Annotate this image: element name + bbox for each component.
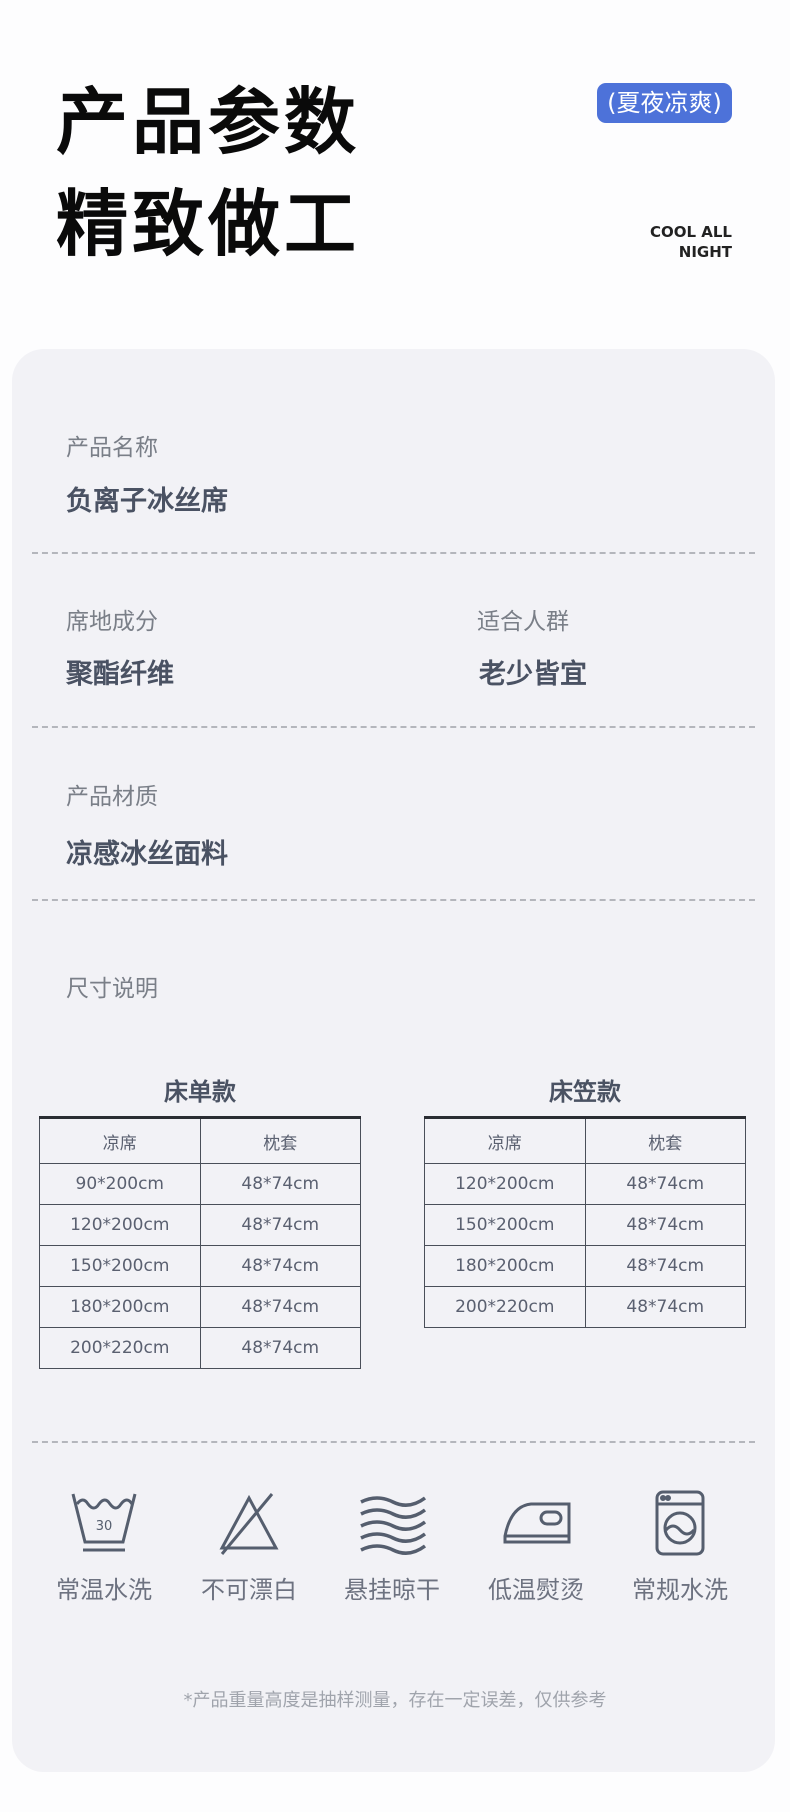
table-row: 200*220cm 48*74cm <box>39 1327 361 1369</box>
summer-badge: (夏夜凉爽) <box>597 83 732 123</box>
low-iron-icon <box>503 1502 571 1544</box>
table-row: 120*200cm 48*74cm <box>424 1163 746 1205</box>
cell: 90*200cm <box>39 1163 201 1205</box>
size-label: 尺寸说明 <box>66 976 158 1002</box>
material-label: 产品材质 <box>66 784 158 810</box>
composition-label: 席地成分 <box>66 609 158 635</box>
cell: 200*220cm <box>39 1327 201 1369</box>
cell: 180*200cm <box>424 1245 586 1287</box>
cell: 150*200cm <box>424 1204 586 1246</box>
divider <box>32 899 755 901</box>
cell: 48*74cm <box>584 1245 746 1287</box>
divider <box>32 552 755 554</box>
care-label: 低温熨烫 <box>488 1576 584 1604</box>
cell: 48*74cm <box>199 1204 361 1246</box>
care-item-wash: 30 常温水洗 <box>39 1490 169 1605</box>
cell: 48*74cm <box>199 1286 361 1328</box>
tagline: COOL ALL NIGHT <box>572 222 732 262</box>
page-title-line1: 产品参数 <box>56 80 361 164</box>
audience-value: 老少皆宜 <box>479 659 587 690</box>
name-value: 负离子冰丝席 <box>66 486 228 517</box>
table-row: 120*200cm 48*74cm <box>39 1204 361 1246</box>
cell: 120*200cm <box>424 1163 586 1205</box>
cell: 48*74cm <box>199 1245 361 1287</box>
cell: 48*74cm <box>584 1204 746 1246</box>
fitted-table-title: 床笠款 <box>549 1078 621 1106</box>
table-row: 200*220cm 48*74cm <box>424 1286 746 1328</box>
cell: 48*74cm <box>199 1327 361 1369</box>
wash-30-icon: 30 <box>71 1493 137 1552</box>
tagline-line1: COOL ALL <box>649 223 732 241</box>
table-header: 枕套 <box>199 1116 361 1164</box>
svg-text:30: 30 <box>96 1519 113 1534</box>
cell: 48*74cm <box>584 1163 746 1205</box>
care-item-no-bleach: 不可漂白 <box>184 1490 314 1605</box>
fitted-size-table: 凉席 枕套 120*200cm 48*74cm 150*200cm 48*74cm 1… <box>424 1116 746 1328</box>
cell: 120*200cm <box>39 1204 201 1246</box>
care-label: 不可漂白 <box>201 1576 297 1604</box>
care-item-hang-dry: 悬挂晾干 <box>327 1490 457 1605</box>
table-row: 180*200cm 48*74cm <box>424 1245 746 1287</box>
cell: 48*74cm <box>584 1286 746 1328</box>
table-header: 凉席 <box>39 1116 201 1164</box>
hang-dry-icon <box>360 1496 427 1555</box>
spec-card <box>12 349 775 1772</box>
table-row: 150*200cm 48*74cm <box>39 1245 361 1287</box>
care-item-machine-wash: 常规水洗 <box>615 1490 745 1605</box>
page-title-line2: 精致做工 <box>56 182 361 266</box>
footnote: *产品重量高度是抽样测量，存在一定误差，仅供参考 <box>183 1690 607 1711</box>
care-label: 悬挂晾干 <box>344 1576 440 1604</box>
divider <box>32 1441 755 1443</box>
sheet-table-title: 床单款 <box>164 1078 236 1106</box>
divider <box>32 726 755 728</box>
cell: 48*74cm <box>199 1163 361 1205</box>
cell: 200*220cm <box>424 1286 586 1328</box>
audience-label: 适合人群 <box>477 609 569 635</box>
no-bleach-icon <box>219 1493 279 1555</box>
name-label: 产品名称 <box>66 435 158 461</box>
washing-machine-icon <box>655 1490 705 1556</box>
care-label: 常温水洗 <box>56 1576 152 1604</box>
care-item-iron: 低温熨烫 <box>471 1490 601 1605</box>
cell: 180*200cm <box>39 1286 201 1328</box>
composition-value: 聚酯纤维 <box>66 659 174 690</box>
table-row: 90*200cm 48*74cm <box>39 1163 361 1205</box>
table-row: 180*200cm 48*74cm <box>39 1286 361 1328</box>
sheet-size-table: 凉席 枕套 90*200cm 48*74cm 120*200cm 48*74cm 15… <box>39 1116 361 1369</box>
cell: 150*200cm <box>39 1245 201 1287</box>
tagline-line2: NIGHT <box>678 243 732 261</box>
table-header: 枕套 <box>584 1116 746 1164</box>
table-header: 凉席 <box>424 1116 586 1164</box>
care-label: 常规水洗 <box>632 1576 728 1604</box>
material-value: 凉感冰丝面料 <box>66 839 228 870</box>
table-row: 150*200cm 48*74cm <box>424 1204 746 1246</box>
